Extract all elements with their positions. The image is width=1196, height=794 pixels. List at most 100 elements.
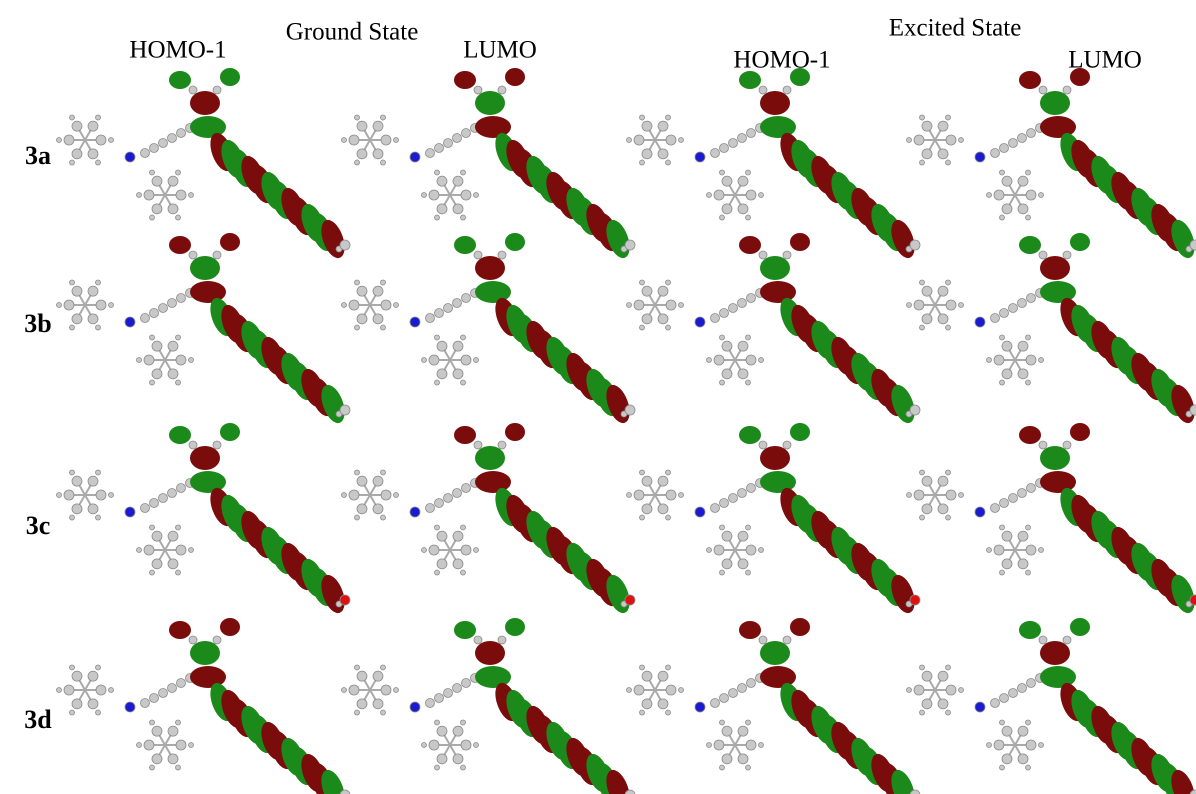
atom [758, 742, 764, 748]
atom [921, 120, 933, 132]
atom [710, 698, 720, 708]
atom [919, 279, 925, 286]
atom [452, 203, 464, 215]
atom [71, 670, 83, 682]
atom [986, 192, 992, 198]
atom [425, 148, 435, 158]
atom [460, 189, 472, 201]
atom [1017, 683, 1027, 693]
atom [919, 514, 925, 521]
orbital-lobe [891, 769, 915, 794]
atom [71, 503, 83, 515]
atom [167, 725, 179, 737]
atom [436, 175, 448, 187]
atom [737, 488, 747, 498]
atom [69, 324, 75, 331]
atom [460, 524, 466, 531]
atom [354, 279, 360, 286]
atom [999, 334, 1005, 341]
atom [657, 670, 669, 682]
atom [937, 503, 949, 515]
atom [1038, 85, 1048, 95]
atom [69, 159, 75, 166]
atom [657, 475, 669, 487]
orbital-lobe [790, 68, 810, 86]
atom [461, 483, 471, 493]
atom [167, 753, 179, 765]
atom [728, 303, 738, 313]
atom [937, 285, 949, 297]
atom [745, 739, 757, 751]
orbital-lobe [454, 621, 476, 639]
atom [372, 503, 384, 515]
atom [149, 719, 155, 726]
atom [746, 128, 756, 138]
atom [356, 120, 368, 132]
orbital-lobe [190, 446, 220, 470]
column-title: HOMO-1 [733, 47, 830, 74]
atom [434, 524, 440, 531]
orbital-lobe [169, 621, 191, 639]
orbital-lobe [169, 236, 191, 254]
atom [719, 169, 725, 176]
atom [1025, 354, 1037, 366]
atom [945, 684, 957, 696]
atom [151, 753, 163, 765]
atom [175, 354, 187, 366]
atom [188, 85, 198, 95]
atom [421, 742, 427, 748]
atom [657, 285, 669, 297]
atom [758, 192, 764, 198]
atom [937, 148, 949, 160]
atom [188, 547, 194, 553]
atom [945, 134, 957, 146]
atom [999, 169, 1005, 176]
atom [341, 302, 347, 308]
atom [1025, 334, 1031, 341]
atom [1025, 544, 1037, 556]
atom [1038, 547, 1044, 553]
atom [393, 492, 399, 498]
orbital-lobe [475, 281, 511, 303]
atom [497, 635, 507, 645]
atom [434, 379, 440, 386]
atom [212, 250, 222, 260]
atom [151, 203, 163, 215]
atom [71, 120, 83, 132]
atom [460, 719, 466, 726]
atom [945, 514, 951, 521]
atom [1001, 558, 1013, 570]
atom [176, 293, 186, 303]
atom [1025, 719, 1031, 726]
atom [409, 316, 421, 328]
atom [175, 379, 181, 386]
atom [95, 324, 101, 331]
atom [945, 159, 951, 166]
atom [665, 279, 671, 286]
atom [641, 475, 653, 487]
atom [436, 530, 448, 542]
atom [461, 293, 471, 303]
atom [737, 368, 749, 380]
atom [87, 698, 99, 710]
atom [919, 324, 925, 331]
atom [143, 739, 155, 751]
atom [354, 514, 360, 521]
orbital-lobe [1040, 641, 1070, 665]
orbital-lobe [1070, 618, 1090, 636]
orbital-lobe [1171, 769, 1195, 794]
atom [175, 569, 181, 576]
atom [999, 693, 1009, 703]
column-title: HOMO-1 [129, 37, 226, 64]
atom [188, 357, 194, 363]
atom [436, 753, 448, 765]
orbital-lobe [190, 281, 226, 303]
atom [909, 789, 921, 794]
atom [452, 488, 462, 498]
atom [990, 503, 1000, 513]
atom [665, 134, 677, 146]
atom [639, 159, 645, 166]
atom [721, 725, 733, 737]
atom [1189, 239, 1196, 251]
atom [87, 670, 99, 682]
